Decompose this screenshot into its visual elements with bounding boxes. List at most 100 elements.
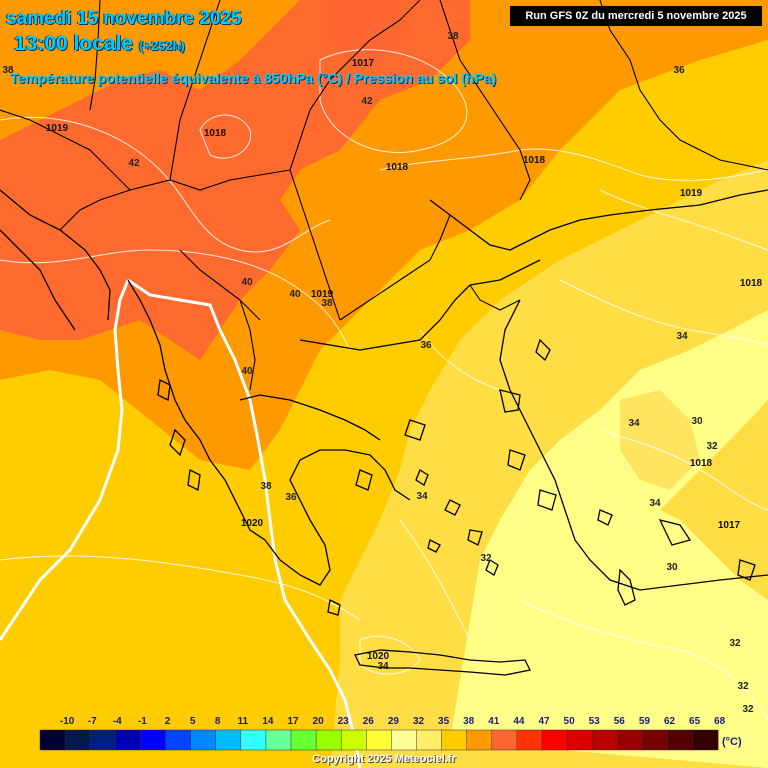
pressure-label: 1019	[680, 188, 703, 199]
pressure-label: 1018	[386, 162, 409, 173]
legend-value-label: -4	[113, 716, 122, 727]
legend-value-label: 50	[564, 716, 576, 727]
temp-label: 34	[416, 491, 428, 502]
temp-zone-38-sw	[0, 590, 300, 768]
legend-swatch	[416, 729, 443, 751]
pressure-label: 1019	[311, 289, 334, 300]
legend-value-label: -10	[60, 716, 75, 727]
pressure-labels: 1019 1018 1017 1018 1018 1019 1018 1019 …	[46, 58, 763, 662]
pressure-label: 1017	[352, 58, 375, 69]
pressure-label: 1018	[740, 278, 763, 289]
legend-swatch	[315, 729, 342, 751]
legend-value-label: 53	[589, 716, 601, 727]
temp-label: 38	[260, 481, 272, 492]
legend-swatch	[541, 729, 568, 751]
copyright: Copyright 2025 Meteociel.fr	[312, 753, 456, 765]
legend-value-label: 62	[664, 716, 676, 727]
temp-label: 36	[673, 65, 685, 76]
temp-label: 34	[676, 331, 688, 342]
legend-swatch	[566, 729, 593, 751]
legend-value-label: 59	[639, 716, 651, 727]
legend-value-label: -1	[138, 716, 147, 727]
pressure-label: 1019	[46, 123, 69, 134]
pressure-label: 1018	[523, 155, 546, 166]
legend-swatch	[466, 729, 493, 751]
legend-swatch	[265, 729, 292, 751]
legend-value-label: 41	[488, 716, 500, 727]
pressure-label: 1018	[204, 128, 227, 139]
legend-values: -10 -7 -4 -1 2 5 8 11 14 17 20 23 26 29 32 35 38 41 44 47 50…	[60, 716, 726, 727]
legend-swatch	[391, 729, 418, 751]
isobars	[0, 49, 768, 721]
temp-label: 32	[706, 441, 718, 452]
legend-value-label: 23	[338, 716, 350, 727]
legend-value-label: 38	[463, 716, 475, 727]
legend-value-label: 56	[614, 716, 626, 727]
run-info-badge: Run GFS 0Z du mercredi 5 novembre 2025	[510, 6, 762, 26]
temp-label: 42	[361, 96, 373, 107]
temp-zone-44b	[330, 0, 410, 70]
legend-value-label: 14	[262, 716, 274, 727]
legend-swatch	[190, 729, 217, 751]
forecast-time: 13:00 locale (+252h)	[14, 32, 185, 56]
temp-label: 40	[241, 277, 253, 288]
thick-contour-line	[0, 279, 130, 641]
pressure-label: 1020	[367, 651, 390, 662]
coastlines	[0, 189, 768, 676]
legend-swatch	[667, 729, 694, 751]
legend-value-label: 8	[215, 716, 221, 727]
legend-value-label: 68	[714, 716, 726, 727]
temp-label: 32	[742, 704, 754, 715]
pressure-label: 1017	[718, 520, 741, 531]
legend-value-label: 26	[363, 716, 375, 727]
legend-swatch	[591, 729, 619, 751]
temp-label: 38	[2, 65, 14, 76]
temp-label: 32	[737, 681, 749, 692]
legend-swatch	[64, 729, 91, 751]
legend-bar	[39, 729, 719, 751]
legend-swatch	[89, 729, 117, 751]
legend-value-label: 65	[689, 716, 701, 727]
legend-swatch	[441, 729, 468, 751]
temp-label: 34	[649, 498, 661, 509]
legend-value-label: 35	[438, 716, 450, 727]
legend-swatch	[617, 729, 644, 751]
local-time: 13:00 locale	[14, 32, 134, 55]
legend-swatch	[290, 729, 317, 751]
temp-label: 32	[480, 553, 492, 564]
temp-label: 34	[628, 418, 640, 429]
legend-swatch	[642, 729, 669, 751]
legend-value-label: 5	[190, 716, 196, 727]
temp-label: 36	[420, 340, 432, 351]
temp-zone-35-inner	[620, 390, 700, 490]
temp-label: 30	[691, 416, 703, 427]
temp-label: 42	[128, 158, 140, 169]
legend-swatch	[366, 729, 393, 751]
thick-contour-line-east	[127, 278, 362, 768]
legend-swatch	[215, 729, 242, 751]
temp-label: 40	[241, 366, 253, 377]
legend-swatch	[115, 729, 142, 751]
legend-value-label: -7	[88, 716, 97, 727]
legend-value-label: 11	[238, 716, 249, 727]
temp-label: 32	[729, 638, 741, 649]
pressure-label: 1020	[241, 518, 264, 529]
legend-swatch	[340, 729, 368, 751]
legend-swatch	[692, 729, 719, 751]
legend-swatch	[240, 729, 267, 751]
temp-label: 38	[447, 31, 459, 42]
pressure-label: 1018	[690, 458, 713, 469]
legend-value-label: 29	[388, 716, 400, 727]
temp-label: 38	[321, 298, 333, 309]
map-subtitle: Température potentielle équivalente à 85…	[10, 70, 497, 86]
temp-label: 40	[289, 289, 301, 300]
legend-value-label: 20	[313, 716, 325, 727]
temp-zone-44	[0, 0, 470, 360]
legend-swatch	[165, 729, 192, 751]
legend-swatch	[140, 729, 167, 751]
country-borders	[0, 0, 768, 391]
forecast-date: samedi 15 novembre 2025	[6, 8, 242, 29]
temperature-labels: 38 38 42 42 36 40 40 38 36 34 40 38 36 3…	[2, 31, 754, 715]
lead-time: (+252h)	[138, 38, 185, 53]
